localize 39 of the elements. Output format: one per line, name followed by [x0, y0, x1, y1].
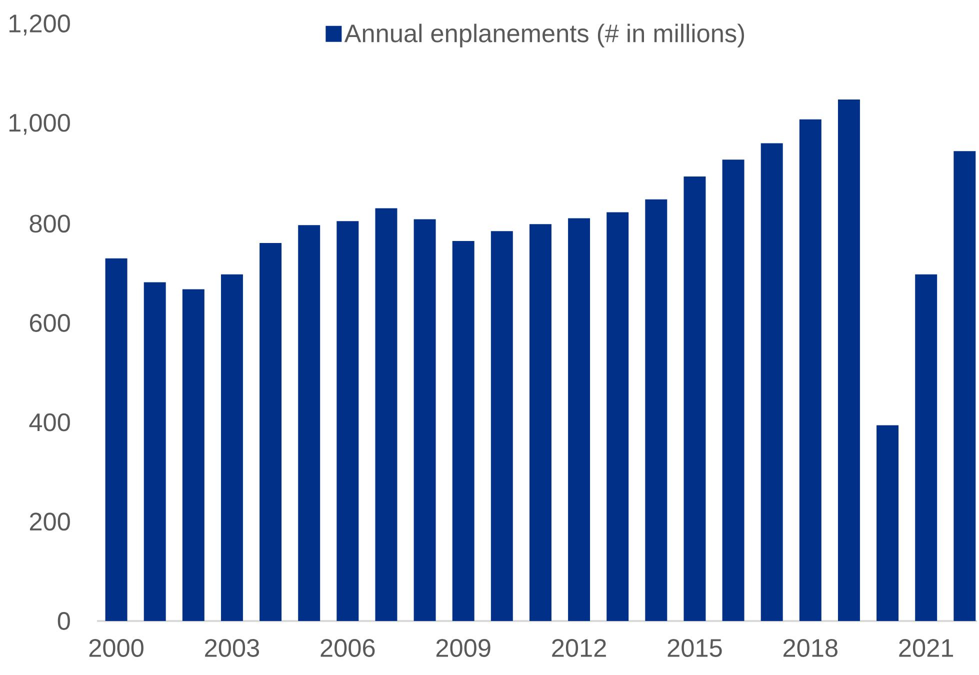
bar: [105, 258, 128, 621]
bar: [182, 289, 204, 621]
bar: [684, 176, 706, 621]
x-tick-label: 2018: [784, 639, 838, 657]
bar: [220, 274, 243, 621]
y-tick-label: 200: [30, 512, 70, 531]
bar: [490, 231, 513, 621]
y-tick-label: 400: [29, 413, 70, 432]
y-tick-label: 0: [58, 612, 70, 630]
x-tick-label: 2015: [668, 639, 722, 657]
bar: [452, 241, 474, 621]
bar: [375, 208, 398, 621]
legend-label: Annual enplanements (# in millions): [344, 24, 744, 48]
bar: [529, 224, 552, 621]
bar: [954, 151, 976, 621]
bar: [260, 243, 282, 621]
bar: [144, 282, 166, 621]
bar: [799, 119, 822, 621]
bar: [838, 99, 860, 621]
x-tick-label: 2009: [436, 639, 490, 657]
bar: [876, 425, 899, 621]
bar: [298, 225, 320, 621]
y-tick-label: 1,200: [9, 14, 70, 36]
x-tick-label: 2012: [552, 639, 606, 657]
x-tick-label: 2006: [320, 639, 375, 657]
x-tick-label: 2000: [89, 639, 144, 657]
y-tick-label: 1,000: [9, 114, 70, 135]
bar: [722, 160, 744, 621]
bar: [568, 218, 590, 621]
y-tick-label: 800: [30, 214, 70, 233]
x-tick-label: 2021: [899, 639, 954, 657]
bar: [414, 219, 436, 621]
x-tick-label: 2003: [205, 639, 260, 657]
bar: [606, 212, 629, 621]
bar: [760, 143, 783, 621]
bar: [915, 274, 938, 621]
y-tick-label: 600: [30, 314, 70, 332]
bar: [645, 199, 668, 621]
bar: [336, 221, 359, 621]
